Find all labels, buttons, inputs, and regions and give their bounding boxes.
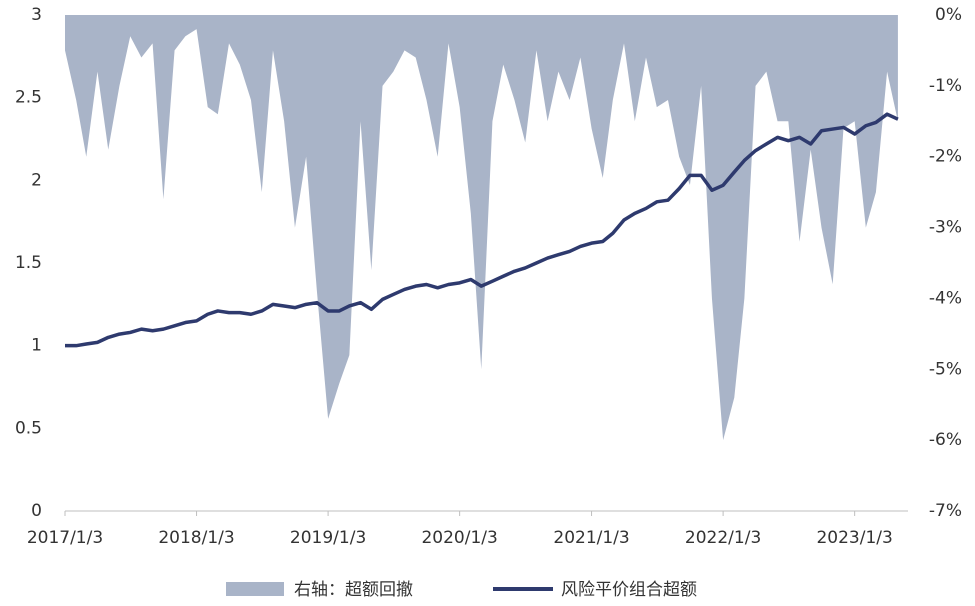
x-tick-label: 2021/1/3: [553, 528, 629, 548]
x-tick-label: 2018/1/3: [158, 528, 234, 548]
y-tick-label: 3: [31, 5, 42, 25]
x-tick-label: 2019/1/3: [290, 528, 366, 548]
y2-tick-label: -5%: [929, 359, 962, 379]
x-tick-label: 2020/1/3: [421, 528, 497, 548]
y2-tick-label: -4%: [929, 288, 962, 308]
y2-tick-label: -2%: [929, 147, 962, 167]
y2-tick-label: 0%: [935, 5, 962, 25]
y-tick-label: 2.5: [15, 88, 42, 108]
legend-label: 右轴：超额回撤: [294, 580, 413, 600]
y2-tick-label: -3%: [929, 218, 962, 238]
y-tick-label: 1: [31, 336, 42, 356]
y2-tick-label: -1%: [929, 76, 962, 96]
y-tick-label: 0: [31, 501, 42, 521]
legend-swatch: [226, 582, 284, 596]
excess-line: [65, 112, 899, 348]
x-tick-label: 2022/1/3: [685, 528, 761, 548]
y-tick-label: 1.5: [15, 253, 42, 273]
y-tick-label: 0.5: [15, 418, 42, 438]
legend-label: 风险平价组合超额: [561, 580, 697, 600]
drawdown-area: [65, 15, 898, 441]
y2-tick-label: -7%: [929, 501, 962, 521]
x-tick-label: 2017/1/3: [27, 528, 103, 548]
x-tick-label: 2023/1/3: [816, 528, 892, 548]
y-tick-label: 2: [31, 170, 42, 190]
y2-tick-label: -6%: [929, 430, 962, 450]
